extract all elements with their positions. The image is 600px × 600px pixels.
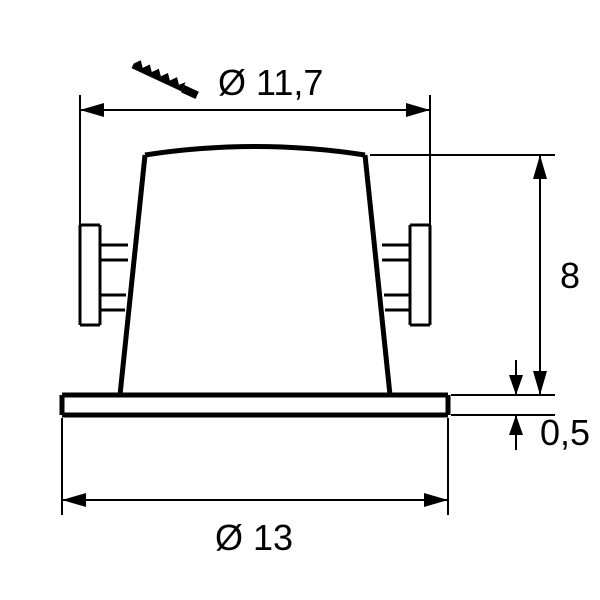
dimension-outer-diameter — [62, 418, 448, 515]
dimension-body-height — [370, 155, 555, 395]
body-height-label: 8 — [560, 255, 580, 296]
cutout-diameter-label: Ø 11,7 — [218, 62, 323, 103]
flange — [62, 395, 448, 415]
dimension-cutout-diameter — [80, 95, 430, 225]
spring-clip-left — [80, 225, 128, 325]
flange-height-label: 0,5 — [540, 412, 590, 453]
luminaire-body — [120, 147, 390, 396]
hole-saw-icon — [131, 58, 200, 99]
technical-drawing: Ø 11,7 Ø 13 8 0,5 — [0, 0, 600, 600]
outer-diameter-label: Ø 13 — [215, 517, 293, 558]
spring-clip-right — [382, 225, 430, 325]
